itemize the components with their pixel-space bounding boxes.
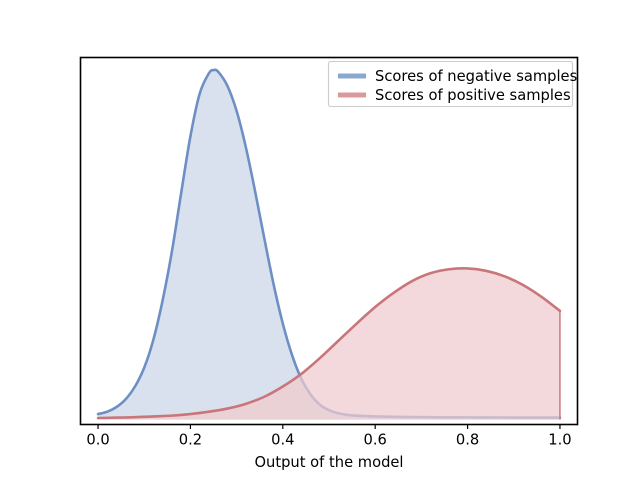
legend[interactable]: Scores of negative samples Scores of pos… xyxy=(327,60,578,108)
series-fill xyxy=(98,69,560,420)
legend-label-negative: Scores of negative samples xyxy=(375,68,577,85)
axes-frame xyxy=(79,56,579,426)
x-tick-label: 0.8 xyxy=(456,432,479,449)
legend-frame xyxy=(327,60,574,108)
x-tick-label: 1.0 xyxy=(548,432,571,449)
legend-entry-positive[interactable]: Scores of positive samples xyxy=(338,87,571,104)
legend-label-positive: Scores of positive samples xyxy=(375,87,571,104)
series-line xyxy=(96,267,562,420)
series-positive xyxy=(96,267,562,420)
x-tick-label: 0.2 xyxy=(179,432,202,449)
x-axis-label: Output of the model xyxy=(254,454,403,471)
x-tick-label: 0.6 xyxy=(364,432,387,449)
series-layer xyxy=(96,68,562,420)
x-tick-label: 0.0 xyxy=(86,432,109,449)
x-tick-label: 0.4 xyxy=(271,432,294,449)
x-axis-ticks: 0.0 0.2 0.4 0.6 0.8 1.0 xyxy=(86,424,572,449)
legend-entry-negative[interactable]: Scores of negative samples xyxy=(338,68,577,85)
series-fill xyxy=(98,268,560,420)
